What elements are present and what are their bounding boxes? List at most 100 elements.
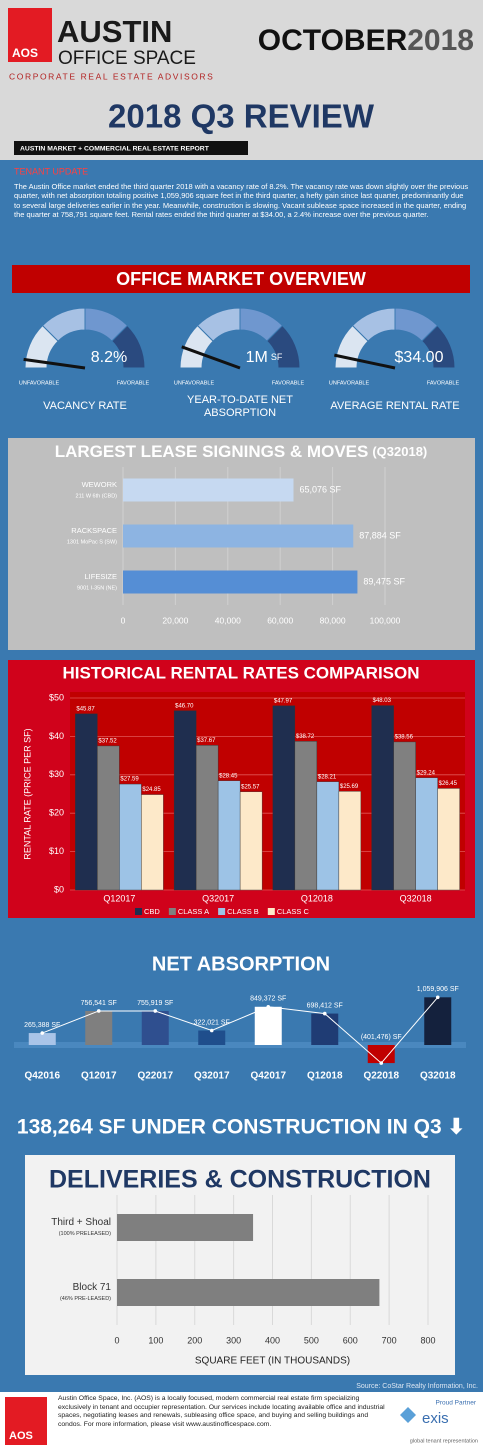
x-tick-label: 400: [265, 1335, 280, 1345]
category-note: 211 W 6th (CBD): [76, 493, 118, 499]
x-tick-label: 60,000: [267, 615, 293, 625]
bar: [123, 570, 358, 594]
chart-title: NET ABSORPTION: [152, 953, 330, 975]
legend-label: CLASS B: [227, 907, 259, 916]
value-label: $25.57: [241, 784, 260, 790]
bar: [371, 705, 394, 891]
brand: AUSTIN: [57, 14, 172, 49]
partner-name: exis: [422, 1410, 449, 1427]
value-label: 87,884 SF: [359, 530, 401, 540]
gauge-left: UNFAVORABLE: [19, 380, 60, 386]
bar: [294, 741, 318, 891]
y-tick-label: $20: [49, 808, 64, 818]
legend-swatch: [135, 908, 142, 915]
value-label: $47.97: [274, 698, 293, 704]
x-tick-label: 600: [343, 1335, 358, 1345]
x-tick-label: Q32017: [202, 893, 234, 903]
gauge-label: VACANCY RATE: [43, 400, 127, 412]
value-label: $48.03: [373, 698, 392, 704]
x-tick-label: Q32018: [400, 893, 432, 903]
update-heading: TENANT UPDATE: [14, 166, 88, 176]
value-label: $28.45: [219, 773, 238, 779]
gauge-needle: [23, 357, 86, 370]
value-label: $29.24: [417, 770, 436, 776]
value-label: $46.70: [175, 703, 194, 709]
brand-sub: OFFICE SPACE: [58, 48, 196, 69]
x-tick-label: 800: [420, 1335, 435, 1345]
legend-swatch: [218, 908, 226, 915]
trend-point: [266, 1004, 271, 1009]
trend-point: [153, 1009, 158, 1013]
bar: [141, 794, 164, 891]
value-label: $27.59: [120, 777, 139, 783]
bar: [173, 710, 197, 891]
bar: [239, 791, 263, 891]
subtitle-bar: [14, 141, 248, 155]
update-body: The Austin Office market ended the third…: [14, 182, 469, 219]
x-tick-label: Q12018: [301, 893, 333, 903]
value-label: $38.72: [296, 734, 315, 740]
value-label: 89,475 SF: [363, 576, 405, 586]
gauge-value: $34.00: [395, 349, 444, 366]
trend-point: [96, 1009, 101, 1013]
header-bg: [0, 0, 483, 160]
chart-title: LARGEST LEASE SIGNINGS & MOVES (Q32018): [55, 442, 428, 461]
category-label: LIFESIZE: [84, 572, 117, 581]
x-tick-label: Q12017: [103, 893, 135, 903]
value-label: $38.56: [395, 735, 414, 741]
x-axis-label: SQUARE FEET (IN THOUSANDS): [195, 1356, 350, 1367]
bar: [437, 788, 460, 891]
gauge-segment: [421, 324, 456, 369]
value-label: 849,372 SF: [250, 996, 286, 1003]
x-tick-label: Q32017: [194, 1071, 230, 1082]
bar: [198, 1030, 226, 1045]
bar: [123, 478, 294, 502]
category-label: Third + Shoal: [51, 1217, 111, 1228]
x-tick-label: 0: [114, 1335, 119, 1345]
legend-swatch: [267, 908, 275, 915]
x-tick-label: 80,000: [320, 615, 346, 625]
x-tick-label: 700: [382, 1335, 397, 1345]
y-tick-label: $30: [49, 769, 64, 779]
y-axis-label: RENTAL RATE (PRICE PER SF): [22, 728, 32, 859]
x-tick-label: 20,000: [162, 615, 188, 625]
bar: [141, 1010, 169, 1045]
source: Source: CoStar Realty Information, Inc.: [356, 1383, 478, 1390]
category-note: 1301 MoPac S (SW): [67, 539, 117, 545]
year: 2018: [407, 24, 474, 57]
trend-line: [42, 996, 439, 1064]
y-tick-label: $0: [54, 884, 64, 894]
trend-point: [435, 995, 440, 1000]
tagline: CORPORATE REAL ESTATE ADVISORS: [9, 71, 214, 81]
x-tick-label: 100: [148, 1335, 163, 1345]
bar: [415, 777, 438, 891]
gauge-right: FAVORABLE: [272, 380, 305, 386]
legend-label: CLASS A: [178, 907, 209, 916]
bar: [123, 524, 354, 548]
value-label: 322,021 SF: [194, 1019, 230, 1026]
logo-text: AOS: [12, 46, 38, 60]
bar: [28, 1033, 56, 1045]
trend-point: [379, 1061, 384, 1065]
gauge-label: ABSORPTION: [204, 407, 276, 419]
value-label: $26.45: [439, 781, 458, 787]
gauge-left: UNFAVORABLE: [174, 380, 215, 386]
x-tick-label: Q12018: [307, 1071, 343, 1082]
bar: [311, 1013, 339, 1045]
x-tick-label: 300: [226, 1335, 241, 1345]
legend-label: CBD: [144, 907, 160, 916]
footer-logo-text: AOS: [9, 1430, 33, 1442]
gauge-right: FAVORABLE: [117, 380, 150, 386]
x-tick-label: Q42017: [250, 1071, 286, 1082]
value-label: 756,541 SF: [81, 1000, 117, 1007]
bar: [217, 780, 241, 891]
overview-bar: [12, 265, 470, 293]
value-label: $24.85: [142, 787, 161, 793]
value-label: $37.52: [98, 739, 117, 745]
x-tick-label: 100,000: [370, 615, 401, 625]
subtitle: AUSTIN MARKET + COMMERCIAL REAL ESTATE R…: [20, 145, 210, 152]
x-tick-label: 40,000: [215, 615, 241, 625]
gauge-value-text: 8.2%: [91, 349, 127, 366]
